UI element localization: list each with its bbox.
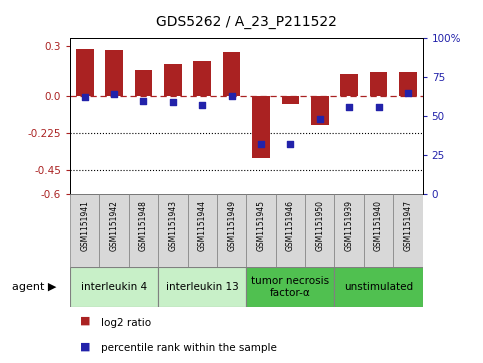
Bar xyxy=(105,50,123,95)
Text: GSM1151946: GSM1151946 xyxy=(286,200,295,251)
Text: agent ▶: agent ▶ xyxy=(12,282,57,292)
Text: percentile rank within the sample: percentile rank within the sample xyxy=(101,343,277,353)
Text: interleukin 13: interleukin 13 xyxy=(166,282,239,292)
Bar xyxy=(246,194,276,267)
Text: GSM1151948: GSM1151948 xyxy=(139,200,148,251)
Bar xyxy=(70,267,158,307)
Text: ■: ■ xyxy=(80,341,90,351)
Text: GSM1151947: GSM1151947 xyxy=(403,200,412,251)
Point xyxy=(110,91,118,97)
Bar xyxy=(223,52,241,95)
Bar xyxy=(282,95,299,104)
Point xyxy=(228,93,236,99)
Bar xyxy=(164,64,182,95)
Bar xyxy=(276,194,305,267)
Point xyxy=(375,104,383,110)
Bar xyxy=(187,194,217,267)
Point xyxy=(404,90,412,96)
Point xyxy=(81,94,88,100)
Bar xyxy=(311,95,328,125)
Bar xyxy=(194,61,211,95)
Bar xyxy=(364,194,393,267)
Bar xyxy=(129,194,158,267)
Point xyxy=(345,104,353,110)
Text: GSM1151942: GSM1151942 xyxy=(110,200,119,251)
Bar xyxy=(246,267,334,307)
Bar xyxy=(158,267,246,307)
Point xyxy=(286,141,294,147)
Text: GSM1151945: GSM1151945 xyxy=(256,200,266,251)
Text: GSM1151939: GSM1151939 xyxy=(345,200,354,251)
Text: ■: ■ xyxy=(80,316,90,326)
Point xyxy=(257,141,265,147)
Bar xyxy=(158,194,187,267)
Bar xyxy=(334,267,423,307)
Text: unstimulated: unstimulated xyxy=(344,282,413,292)
Point xyxy=(316,117,324,122)
Bar xyxy=(341,74,358,95)
Text: GSM1151940: GSM1151940 xyxy=(374,200,383,251)
Point xyxy=(169,99,177,105)
Point xyxy=(140,98,147,103)
Text: GSM1151949: GSM1151949 xyxy=(227,200,236,251)
Text: GSM1151944: GSM1151944 xyxy=(198,200,207,251)
Bar xyxy=(334,194,364,267)
Point xyxy=(199,102,206,108)
Text: log2 ratio: log2 ratio xyxy=(101,318,152,328)
Bar xyxy=(135,70,152,95)
Text: tumor necrosis
factor-α: tumor necrosis factor-α xyxy=(251,276,329,298)
Bar xyxy=(305,194,335,267)
Bar xyxy=(217,194,246,267)
Bar xyxy=(393,194,423,267)
Text: GSM1151941: GSM1151941 xyxy=(80,200,89,251)
Text: interleukin 4: interleukin 4 xyxy=(81,282,147,292)
Text: GDS5262 / A_23_P211522: GDS5262 / A_23_P211522 xyxy=(156,15,337,29)
Bar xyxy=(252,95,270,158)
Text: GSM1151950: GSM1151950 xyxy=(315,200,324,251)
Bar xyxy=(399,72,417,95)
Bar xyxy=(99,194,129,267)
Bar xyxy=(70,194,99,267)
Bar xyxy=(76,49,94,95)
Text: GSM1151943: GSM1151943 xyxy=(169,200,177,251)
Bar xyxy=(370,72,387,95)
